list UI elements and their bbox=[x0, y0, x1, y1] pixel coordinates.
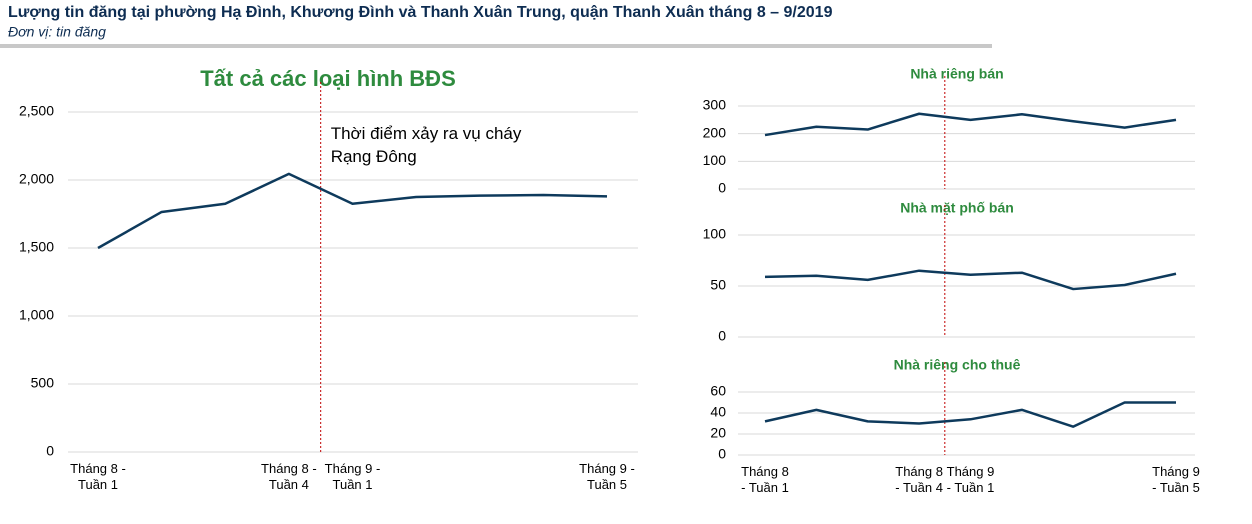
page-title: Lượng tin đăng tại phường Hạ Đình, Khươn… bbox=[8, 4, 833, 21]
x-tick-label: Tháng 9 - Tuần 5 bbox=[579, 461, 635, 492]
y-tick-label: 1,000 bbox=[19, 307, 54, 323]
y-tick-label: 200 bbox=[703, 124, 727, 140]
data-line bbox=[764, 112, 1177, 137]
y-tick-label: 2,500 bbox=[19, 103, 54, 119]
y-tick-label: 60 bbox=[710, 383, 726, 399]
x-tick-label: Tháng 8 - Tuần 4 bbox=[261, 461, 317, 492]
x-tick-label: Tháng 9 - Tuần 1 bbox=[946, 464, 995, 495]
y-tick-label: 300 bbox=[703, 97, 727, 113]
x-tick-label: Tháng 8 - Tuần 1 bbox=[70, 461, 126, 492]
data-line bbox=[97, 172, 608, 250]
page-subtitle: Đơn vị: tin đăng bbox=[8, 24, 106, 40]
chart-title: Nhà mặt phố bán bbox=[900, 200, 1014, 216]
x-tick-label: Tháng 9 - Tuần 5 bbox=[1152, 464, 1200, 495]
chart-title: Nhà riêng bán bbox=[910, 66, 1003, 82]
x-tick-label: Tháng 8 - Tuần 4 bbox=[895, 464, 943, 495]
annotation: Thời điểm xảy ra vụ cháy Rạng Đông bbox=[330, 124, 522, 166]
y-tick-label: 1,500 bbox=[19, 239, 54, 255]
chart-title: Nhà riêng cho thuê bbox=[894, 357, 1021, 373]
y-tick-label: 0 bbox=[46, 443, 54, 459]
y-tick-label: 500 bbox=[31, 375, 55, 391]
data-line bbox=[764, 401, 1176, 428]
x-tick-label: Tháng 8 - Tuần 1 bbox=[741, 464, 789, 495]
y-tick-label: 0 bbox=[718, 446, 726, 462]
y-tick-label: 0 bbox=[718, 180, 726, 196]
x-tick-label: Tháng 9 - Tuần 1 bbox=[324, 461, 381, 492]
y-tick-label: 100 bbox=[703, 226, 727, 242]
y-tick-label: 50 bbox=[710, 277, 726, 293]
y-tick-label: 20 bbox=[710, 425, 726, 441]
y-tick-label: 0 bbox=[718, 328, 726, 344]
data-line bbox=[764, 269, 1177, 291]
y-tick-label: 100 bbox=[703, 152, 727, 168]
y-tick-label: 40 bbox=[710, 404, 726, 420]
chart-title: Tất cả các loại hình BĐS bbox=[200, 66, 456, 91]
y-tick-label: 2,000 bbox=[19, 171, 54, 187]
